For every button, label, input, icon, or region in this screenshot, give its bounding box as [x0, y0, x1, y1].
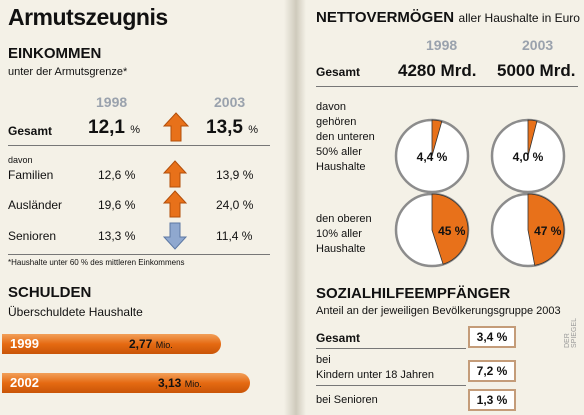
sozialhilfe-value-box: 3,4 %	[468, 326, 516, 348]
nettovermoegen-heading-suffix: aller Haushalte in Euro	[458, 11, 580, 25]
arrow-up-icon	[163, 112, 189, 142]
einkommen-row-1998: 13,3 %	[98, 229, 136, 243]
einkommen-row-2003: 11,4 %	[216, 229, 253, 243]
nettovermoegen-year-2003: 2003	[522, 37, 554, 53]
pie-chart: 4,0 %	[490, 118, 566, 194]
nettovermoegen-label-oben: den oberen 10% aller Haushalte	[316, 213, 372, 255]
pie-slice	[527, 193, 565, 266]
einkommen-subtitle: unter der Armutsgrenze*	[8, 66, 128, 78]
divider	[316, 385, 466, 386]
schulden-bar-year: 2002	[10, 375, 39, 390]
einkommen-row-label: Senioren	[8, 229, 57, 243]
einkommen-row-label: Ausländer	[8, 198, 63, 212]
einkommen-row-1998: 19,6 %	[98, 198, 136, 212]
arrow-up-icon	[163, 190, 187, 218]
schulden-heading: SCHULDEN	[8, 284, 92, 301]
arrow-down-icon	[163, 222, 187, 250]
pie-slice	[527, 119, 538, 157]
schulden-bar-value: 3,13 Mio.	[158, 376, 202, 390]
pie-label: 4,4 %	[417, 150, 448, 164]
divider	[8, 145, 270, 146]
einkommen-year-1998: 1998	[96, 94, 128, 110]
einkommen-gesamt-1998: 12,1 %	[88, 117, 141, 138]
sozialhilfe-row-label: bei Senioren	[316, 394, 378, 406]
einkommen-footnote: *Haushalte unter 60 % des mittleren Eink…	[8, 258, 185, 267]
pie-chart: 45 %	[394, 192, 470, 268]
sozialhilfe-subtitle: Anteil an der jeweiligen Bevölkerungsgru…	[316, 305, 561, 317]
schulden-bar	[2, 373, 250, 393]
nettovermoegen-year-1998: 1998	[426, 37, 458, 53]
nettovermoegen-heading: NETTOVERMÖGEN	[316, 9, 455, 26]
page-title: Armutszeugnis	[8, 4, 168, 30]
einkommen-davon: davon	[8, 155, 33, 165]
einkommen-gesamt-2003: 13,5 %	[206, 117, 259, 138]
einkommen-row-2003: 13,9 %	[216, 168, 254, 182]
schulden-subtitle: Überschuldete Haushalte	[8, 305, 143, 319]
nettovermoegen-label-unten: davon gehören den unteren 50% aller Haus…	[316, 101, 375, 173]
pie-label: 47 %	[534, 224, 562, 238]
sozialhilfe-row-label: Gesamt	[316, 331, 361, 345]
schulden-bar	[2, 334, 221, 354]
sozialhilfe-row-label: bei Kindern unter 18 Jahren	[316, 354, 435, 381]
arrow-up-icon	[163, 160, 187, 188]
nettovermoegen-gesamt-label: Gesamt	[316, 65, 361, 79]
nettovermoegen-title: NETTOVERMÖGEN aller Haushalte in Euro	[316, 9, 580, 27]
sozialhilfe-value-box: 1,3 %	[468, 389, 516, 411]
pie-slice	[431, 193, 469, 265]
credit-text: DER SPIEGEL	[564, 318, 578, 348]
divider	[316, 348, 466, 349]
page-gutter	[284, 0, 306, 415]
einkommen-row-label: Familien	[8, 168, 54, 182]
pie-chart: 4,4 %	[394, 118, 470, 194]
einkommen-year-2003: 2003	[214, 94, 246, 110]
nettovermoegen-pie-charts: 4,4 % 4,0 % 45 % 47 %	[394, 118, 566, 268]
schulden-bar-year: 1999	[10, 336, 39, 351]
nettovermoegen-gesamt-1998: 4280 Mrd.	[398, 61, 477, 80]
nettovermoegen-gesamt-2003: 5000 Mrd.	[497, 61, 576, 80]
pie-label: 45 %	[438, 224, 466, 238]
pie-chart: 47 %	[490, 192, 566, 268]
pie-label: 4,0 %	[513, 150, 544, 164]
divider	[8, 254, 270, 255]
divider	[316, 86, 578, 87]
schulden-bar-value: 2,77 Mio.	[129, 337, 173, 351]
sozialhilfe-value-box: 7,2 %	[468, 360, 516, 382]
einkommen-row-1998: 12,6 %	[98, 168, 136, 182]
pie-slice	[431, 119, 443, 157]
sozialhilfe-heading: SOZIALHILFEEMPFÄNGER	[316, 285, 511, 302]
einkommen-row-2003: 24,0 %	[216, 198, 254, 212]
einkommen-gesamt-label: Gesamt	[8, 124, 53, 138]
einkommen-heading: EINKOMMEN	[8, 45, 102, 62]
